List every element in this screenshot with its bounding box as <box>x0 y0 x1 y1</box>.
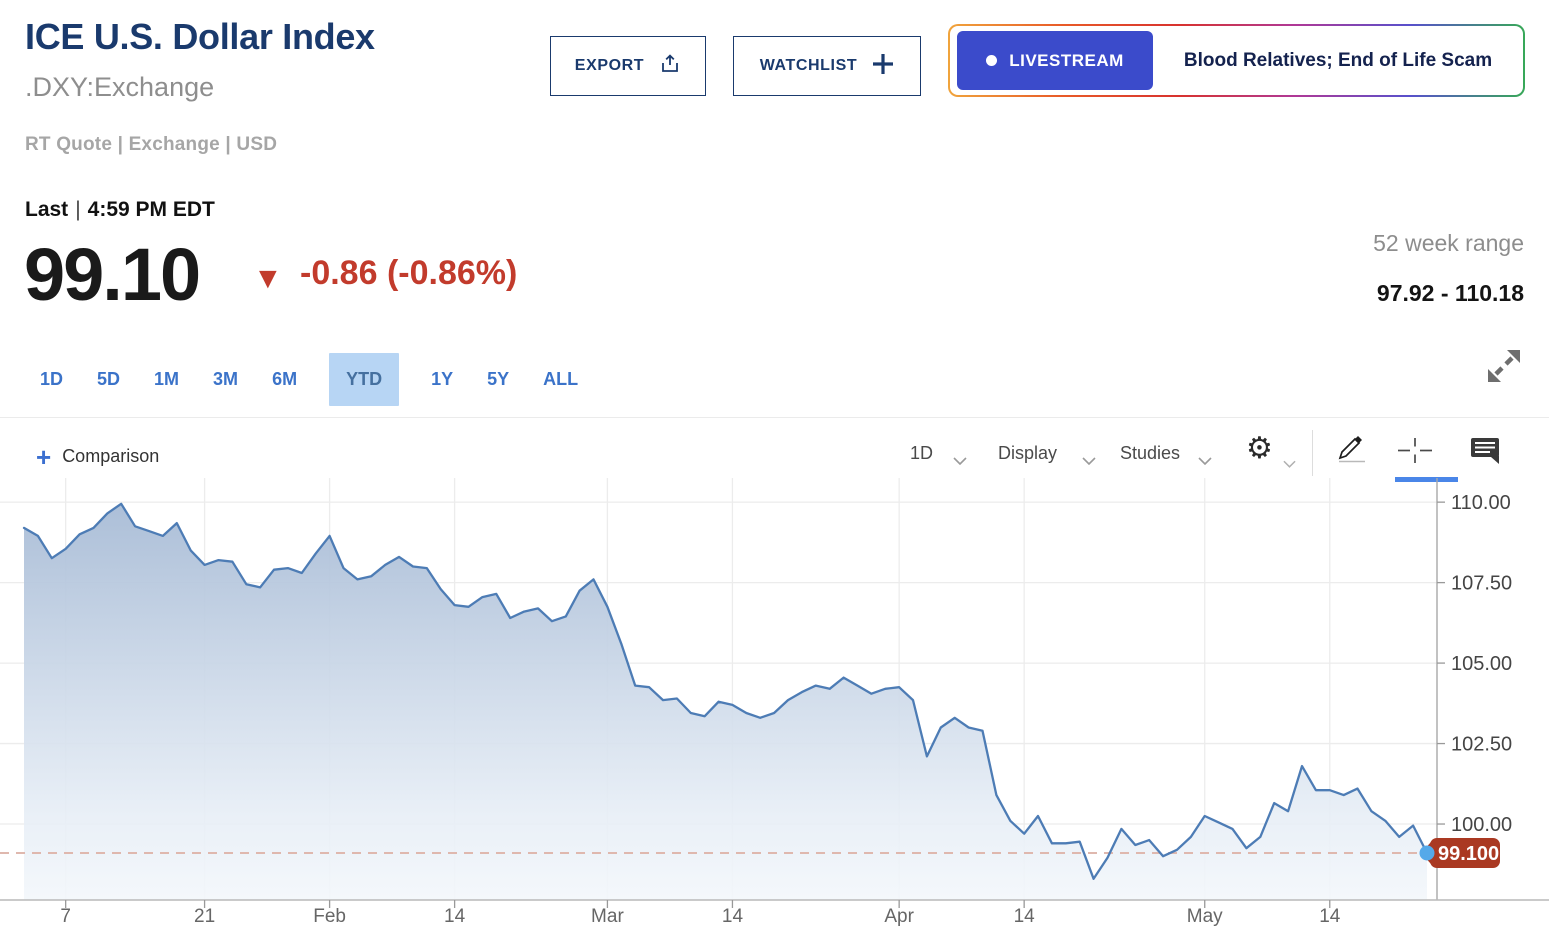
x-axis-label: Feb <box>313 906 346 927</box>
tab-6m[interactable]: 6M <box>272 368 298 389</box>
tab-3m[interactable]: 3M <box>213 368 239 389</box>
watchlist-label: WATCHLIST <box>759 57 858 74</box>
chevron-down-icon[interactable] <box>1082 452 1096 470</box>
chevron-down-icon[interactable] <box>1283 455 1296 473</box>
range-value: 97.92 - 110.18 <box>1376 280 1524 306</box>
y-axis-label: 107.50 <box>1451 573 1512 595</box>
y-axis-label: 110.00 <box>1451 492 1511 514</box>
tab-ytd[interactable]: YTD <box>329 352 400 406</box>
page-title: ICE U.S. Dollar Index <box>25 16 375 57</box>
price-change: -0.86 (-0.86%) <box>300 254 518 292</box>
tab-1d[interactable]: 1D <box>40 368 64 389</box>
last-label: Last <box>25 198 69 221</box>
down-arrow-icon: ▼ <box>253 262 283 295</box>
last-price-label: 99.100 <box>1438 843 1499 865</box>
x-axis-label: Mar <box>591 906 624 927</box>
last-time: 4:59 PM EDT <box>87 198 215 221</box>
tab-1y[interactable]: 1Y <box>431 368 454 389</box>
chevron-down-icon[interactable] <box>953 452 967 470</box>
studies-dropdown[interactable]: Studies <box>1120 443 1181 463</box>
livestream-headline: Blood Relatives; End of Life Scam <box>1183 49 1493 71</box>
price-chart[interactable]: 110.00 107.50 105.00 102.50 100.00 7 21 Feb 14 Ma… <box>0 478 1549 941</box>
tab-5d[interactable]: 5D <box>97 368 121 389</box>
divider <box>1312 430 1313 476</box>
display-dropdown[interactable]: Display <box>998 443 1058 463</box>
ticker-symbol: .DXY:Exchange <box>25 72 215 102</box>
export-button[interactable]: EXPORT <box>550 36 706 96</box>
expand-icon[interactable] <box>1484 346 1524 391</box>
x-axis-label: 14 <box>1014 906 1036 927</box>
tab-1m[interactable]: 1M <box>154 368 180 389</box>
last-quote-time: Last | 4:59 PM EDT <box>25 198 215 221</box>
x-axis-label: 7 <box>60 906 71 927</box>
tab-all[interactable]: ALL <box>543 368 579 389</box>
divider <box>0 417 1549 418</box>
x-axis-label: Apr <box>884 906 914 927</box>
x-axis-label: 14 <box>1319 906 1341 927</box>
chevron-down-icon[interactable] <box>1198 452 1212 470</box>
interval-dropdown[interactable]: 1D <box>910 443 934 463</box>
livestream-button[interactable]: LIVESTREAM <box>957 31 1153 90</box>
x-axis-label: 14 <box>444 906 466 927</box>
watchlist-button[interactable]: WATCHLIST <box>733 36 921 96</box>
time-range-tabs: 1D 5D 1M 3M 6M YTD 1Y 5Y ALL <box>38 352 580 406</box>
pencil-icon[interactable] <box>1336 434 1368 469</box>
active-tool-indicator <box>1395 477 1458 482</box>
live-dot-icon <box>986 55 998 66</box>
gear-icon[interactable]: ⚙ <box>1246 432 1273 465</box>
last-price-dot <box>1419 845 1435 861</box>
last-price: 99.10 <box>24 233 201 316</box>
plus-icon: + <box>36 441 52 472</box>
export-label: EXPORT <box>574 57 645 74</box>
add-comparison-button[interactable]: + Comparison <box>36 441 160 472</box>
x-axis-label: May <box>1187 906 1223 927</box>
quote-meta: RT Quote | Exchange | USD <box>25 134 278 155</box>
livestream-banner[interactable]: LIVESTREAM Blood Relatives; End of Life … <box>948 24 1525 97</box>
range-label: 52 week range <box>1373 230 1524 256</box>
y-axis-label: 105.00 <box>1451 653 1512 675</box>
tab-5y[interactable]: 5Y <box>487 368 510 389</box>
x-axis-label: 21 <box>194 906 215 927</box>
comment-icon[interactable] <box>1470 437 1501 470</box>
y-axis-label: 102.50 <box>1451 734 1512 756</box>
crosshair-icon[interactable] <box>1396 437 1434 469</box>
x-axis-label: 14 <box>722 906 744 927</box>
livestream-label: LIVESTREAM <box>1009 50 1124 70</box>
plus-icon <box>872 53 894 80</box>
comparison-label: Comparison <box>62 446 160 466</box>
y-axis-label: 100.00 <box>1451 814 1512 836</box>
export-icon <box>659 53 681 80</box>
